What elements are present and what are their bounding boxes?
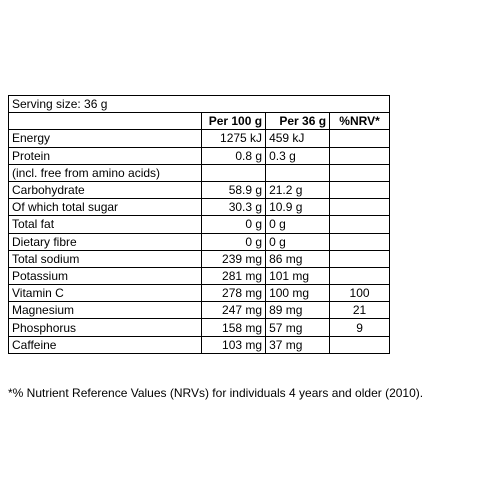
value-nrv [329, 249, 390, 268]
header-per36: Per 36 g [265, 112, 331, 131]
value-per36: 21.2 g [265, 180, 331, 200]
value-nrv [329, 163, 390, 182]
nrv-footnote: *% Nutrient Reference Values (NRVs) for … [8, 386, 424, 400]
value-nrv [329, 215, 390, 234]
value-nrv [329, 232, 390, 251]
nutrient-name: Caffeine [7, 335, 203, 354]
value-nrv [329, 335, 390, 354]
table-row: Protein 0.8 g 0.3 g [7, 146, 390, 165]
nutrient-name: Magnesium [7, 301, 203, 320]
nutrient-name: Total fat [7, 215, 203, 234]
value-per36: 57 mg [265, 318, 331, 337]
value-nrv [329, 129, 390, 148]
table-row: Magnesium 247 mg 89 mg 21 [7, 301, 390, 320]
nutrient-name: Vitamin C [7, 284, 203, 303]
value-nrv [329, 266, 390, 286]
value-per36: 0 g [265, 215, 331, 234]
value-per100: 0 g [201, 215, 267, 234]
nutrient-name: Total sodium [7, 249, 203, 268]
value-per100: 58.9 g [201, 180, 267, 200]
value-nrv: 21 [329, 301, 390, 320]
value-per36: 37 mg [265, 335, 331, 354]
value-per100: 278 mg [201, 284, 267, 303]
header-nrv: %NRV* [329, 112, 390, 131]
value-per100: 239 mg [201, 249, 267, 268]
value-per100: 30.3 g [201, 198, 267, 217]
serving-size-row: Serving size: 36 g [8, 94, 390, 114]
value-per36: 459 kJ [265, 129, 331, 148]
nutrient-name: Dietary fibre [7, 232, 203, 251]
header-row: Per 100 g Per 36 g %NRV* [7, 112, 390, 131]
table-row: Total sodium 239 mg 86 mg [7, 249, 390, 268]
value-nrv: 100 [329, 284, 390, 303]
value-per36: 101 mg [265, 266, 331, 286]
value-nrv [329, 198, 390, 217]
value-per36: 0.3 g [265, 146, 331, 165]
value-per36: 100 mg [265, 284, 331, 303]
value-per36: 0 g [265, 232, 331, 251]
value-per36: 86 mg [265, 249, 331, 268]
value-nrv: 9 [329, 318, 390, 337]
table-row: Phosphorus 158 mg 57 mg 9 [7, 318, 390, 337]
table-row: Energy 1275 kJ 459 kJ [7, 129, 390, 148]
nutrient-name: Potassium [7, 266, 203, 286]
value-per100 [201, 163, 267, 182]
nutrient-name: (incl. free from amino acids) [7, 163, 203, 182]
value-per100: 1275 kJ [201, 129, 267, 148]
nutrient-name: Of which total sugar [7, 198, 203, 217]
value-per100: 158 mg [201, 318, 267, 337]
header-blank [7, 112, 203, 131]
value-nrv [329, 146, 390, 165]
value-per100: 103 mg [201, 335, 267, 354]
value-per36 [265, 163, 331, 182]
value-per36: 89 mg [265, 301, 331, 320]
nutrient-name: Protein [7, 146, 203, 165]
value-per100: 247 mg [201, 301, 267, 320]
nutrient-name: Carbohydrate [7, 180, 203, 200]
table-row: (incl. free from amino acids) [7, 163, 390, 182]
nutrition-panel: Serving size: 36 g Per 100 g Per 36 g %N… [7, 94, 490, 354]
value-per36: 10.9 g [265, 198, 331, 217]
nutrient-name: Phosphorus [7, 318, 203, 337]
value-per100: 281 mg [201, 266, 267, 286]
serving-size-text: Serving size: 36 g [8, 94, 390, 114]
value-per100: 0 g [201, 232, 267, 251]
table-row: Of which total sugar 30.3 g 10.9 g [7, 198, 390, 217]
value-nrv [329, 180, 390, 200]
nutrient-name: Energy [7, 129, 203, 148]
nutrition-table: Serving size: 36 g Per 100 g Per 36 g %N… [7, 94, 390, 354]
header-per100: Per 100 g [201, 112, 267, 131]
table-row: Caffeine 103 mg 37 mg [7, 335, 390, 354]
table-row: Carbohydrate 58.9 g 21.2 g [7, 180, 390, 200]
table-row: Vitamin C 278 mg 100 mg 100 [7, 284, 390, 303]
table-row: Potassium 281 mg 101 mg [7, 266, 390, 286]
value-per100: 0.8 g [201, 146, 267, 165]
